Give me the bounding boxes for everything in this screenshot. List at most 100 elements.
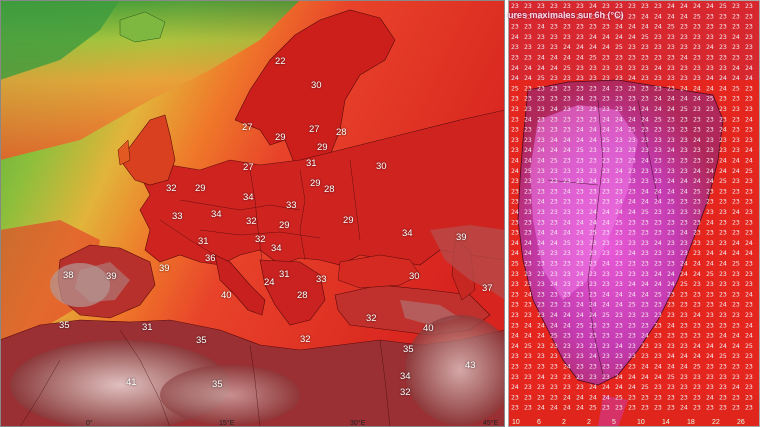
grid-value: 23 <box>628 43 636 51</box>
grid-value: 23 <box>537 84 545 92</box>
grid-value: 23 <box>641 239 649 247</box>
temperature-value: 39 <box>106 271 117 282</box>
grid-value: 23 <box>537 167 545 175</box>
grid-value: 24 <box>602 126 610 134</box>
grid-value: 23 <box>719 280 727 288</box>
grid-value: 23 <box>641 84 649 92</box>
grid-value: 24 <box>693 167 701 175</box>
grid-value: 24 <box>511 332 519 340</box>
grid-value: 23 <box>628 363 636 371</box>
grid-value: 24 <box>680 404 688 412</box>
grid-value: 24 <box>745 64 753 72</box>
temperature-value: 39 <box>456 232 467 243</box>
grid-value: 23 <box>628 229 636 237</box>
grid-value: 23 <box>654 249 662 257</box>
grid-value: 24 <box>706 84 714 92</box>
grid-value: 23 <box>576 23 584 31</box>
grid-value: 23 <box>732 373 740 381</box>
grid-value: 24 <box>654 105 662 113</box>
grid-value: 24 <box>693 177 701 185</box>
grid-value: 23 <box>628 321 636 329</box>
grid-value: 23 <box>693 229 701 237</box>
grid-value: 23 <box>641 146 649 154</box>
grid-value: 24 <box>706 249 714 257</box>
grid-value: 25 <box>615 393 623 401</box>
grid-value: 24 <box>745 74 753 82</box>
grid-value: 25 <box>693 187 701 195</box>
grid-value: 23 <box>719 146 727 154</box>
grid-value: 23 <box>667 33 675 41</box>
grid-value: 24 <box>628 115 636 123</box>
grid-value: 24 <box>680 54 688 62</box>
grid-value: 24 <box>563 146 571 154</box>
temperature-value: 35 <box>212 379 223 390</box>
grid-value: 23 <box>641 54 649 62</box>
grid-value: 24 <box>589 43 597 51</box>
grid-value: 23 <box>719 23 727 31</box>
grid-value: 23 <box>602 239 610 247</box>
grid-value: 23 <box>680 311 688 319</box>
grid-value: 23 <box>706 280 714 288</box>
grid-value: 24 <box>589 126 597 134</box>
grid-value: 23 <box>524 301 532 309</box>
grid-value: 24 <box>680 363 688 371</box>
grid-value: 24 <box>602 383 610 391</box>
grid-value: 23 <box>524 373 532 381</box>
grid-value: 23 <box>511 404 519 412</box>
grid-value: 24 <box>537 239 545 247</box>
grid-value: 23 <box>576 84 584 92</box>
scale-number: 6 <box>537 419 541 426</box>
grid-value: 23 <box>732 290 740 298</box>
temperature-value: 27 <box>242 122 253 133</box>
grid-value: 23 <box>589 373 597 381</box>
grid-value: 24 <box>667 2 675 10</box>
grid-value: 23 <box>550 115 558 123</box>
grid-value: 23 <box>537 383 545 391</box>
grid-value: 23 <box>680 136 688 144</box>
grid-value: 24 <box>732 157 740 165</box>
grid-value: 23 <box>524 12 532 20</box>
grid-value: 23 <box>576 373 584 381</box>
grid-value: 23 <box>732 12 740 20</box>
grid-value: 24 <box>576 126 584 134</box>
grid-value: 24 <box>563 229 571 237</box>
grid-value: 23 <box>745 198 753 206</box>
grid-value: 23 <box>524 33 532 41</box>
grid-value: 23 <box>745 54 753 62</box>
grid-value: 23 <box>654 126 662 134</box>
grid-value: 24 <box>628 208 636 216</box>
grid-value: 23 <box>615 54 623 62</box>
grid-value: 23 <box>563 383 571 391</box>
grid-value: 23 <box>719 404 727 412</box>
grid-value: 23 <box>511 290 519 298</box>
grid-value: 23 <box>550 33 558 41</box>
grid-value: 23 <box>693 115 701 123</box>
grid-value: 23 <box>524 126 532 134</box>
grid-value: 24 <box>563 363 571 371</box>
grid-value: 23 <box>602 270 610 278</box>
grid-value: 24 <box>693 270 701 278</box>
grid-value: 23 <box>602 12 610 20</box>
grid-value: 23 <box>628 157 636 165</box>
grid-value: 23 <box>602 363 610 371</box>
grid-value: 23 <box>719 321 727 329</box>
grid-value: 24 <box>719 332 727 340</box>
grid-value: 25 <box>719 2 727 10</box>
grid-value: 24 <box>654 12 662 20</box>
grid-value: 23 <box>615 187 623 195</box>
grid-value: 23 <box>628 84 636 92</box>
grid-value: 23 <box>654 301 662 309</box>
grid-value: 23 <box>745 229 753 237</box>
grid-value: 23 <box>511 105 519 113</box>
grid-value: 23 <box>524 198 532 206</box>
grid-value: 24 <box>537 404 545 412</box>
grid-value: 23 <box>511 321 519 329</box>
grid-value: 23 <box>589 146 597 154</box>
grid-value: 24 <box>537 64 545 72</box>
grid-value: 25 <box>719 177 727 185</box>
grid-value: 23 <box>524 218 532 226</box>
grid-value: 23 <box>719 393 727 401</box>
grid-value: 23 <box>732 43 740 51</box>
grid-value: 25 <box>589 54 597 62</box>
grid-value: 25 <box>667 198 675 206</box>
